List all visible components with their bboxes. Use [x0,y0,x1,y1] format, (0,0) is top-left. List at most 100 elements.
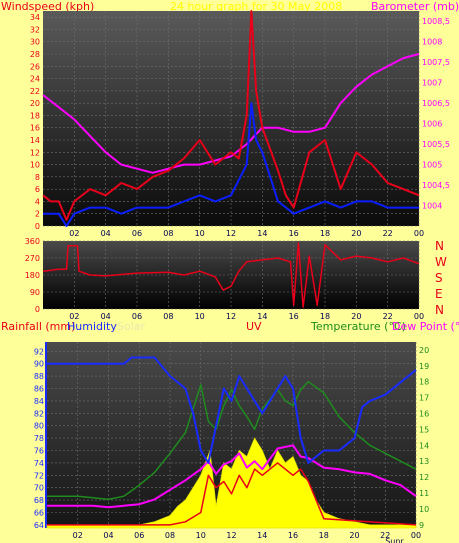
wind-ytick-label: 26 [30,62,40,71]
weather-xtick-label: 02 [73,531,83,540]
weather-ytick-label: 76 [34,447,44,456]
wind-ytick-label: 12 [30,148,40,157]
direction-xtick-label: 20 [351,312,361,321]
windspeed-axis-label: Windspeed (kph) [1,0,95,13]
wind-ytick-label: 18 [30,111,40,120]
wind-xtick-label: 22 [383,229,393,238]
wind-ytick-label: 28 [30,50,40,59]
wind-ytick-label: 10 [30,161,40,170]
windspeed-line [42,10,420,221]
weather-ytick-label: 68 [34,496,44,505]
weather-xtick-label: 10 [196,531,206,540]
weather-ytick-label: 88 [34,372,44,381]
weather-ytick-label: 64 [34,521,44,530]
weather-xtick-label: 04 [103,531,113,540]
humidity-line [47,356,417,464]
dewpoint-axis-label: Dew Point (°C [392,320,459,333]
direction-ytick-label: 90 [30,288,40,297]
direction-ytick-label: 270 [25,254,40,263]
weather-y2tick-label: 14 [419,441,429,450]
weather-ytick-label: 80 [34,422,44,431]
wind-ytick-label: 30 [30,38,40,47]
weather-ytick-label: 84 [34,397,44,406]
wind-ytick-label: 32 [30,25,40,34]
weather-xtick-label: 20 [349,531,359,540]
compass-letter-w: W [435,255,447,269]
direction-ytick-label: 180 [25,271,40,280]
weather-y2tick-label: 20 [419,346,429,355]
temperature-axis-label: Temperature (°C) [311,320,406,333]
weather-xtick-label: 12 [226,531,236,540]
weather-xtick-label: 14 [257,531,267,540]
direction-xtick-label: 04 [101,312,111,321]
weather-ytick-label: 86 [34,385,44,394]
weather-y2tick-label: 18 [419,378,429,387]
wind-xtick-label: 18 [320,229,330,238]
compass-letter-n-top: N [435,239,444,253]
wind-xtick-label: 08 [163,229,173,238]
wind-xtick-label: 04 [101,229,111,238]
direction-xtick-label: 02 [69,312,79,321]
weather-ytick-label: 78 [34,434,44,443]
weather-ytick-label: 92 [34,347,44,356]
wind-y2tick-label: 1005 [422,161,442,170]
wind-ytick-label: 6 [35,185,40,194]
wind-y2tick-label: 1004 [422,202,442,211]
temperature-line [47,380,417,501]
weather-ytick-label: 70 [34,484,44,493]
wind-y2tick-label: 1005,5 [422,140,450,149]
direction-xtick-label: 14 [257,312,267,321]
wind-xtick-label: 02 [69,229,79,238]
weather-xtick-label: 22 [380,531,390,540]
direction-xtick-label: 06 [132,312,142,321]
uv-axis-label: UV [246,320,262,333]
weather-ytick-label: 82 [34,409,44,418]
weather-y2tick-label: 19 [419,362,429,371]
solar-axis-label: Solar [117,320,146,333]
direction-ytick-label: 360 [25,237,40,246]
wind-y2tick-label: 1007,5 [422,58,450,67]
graph-title: 24 hour graph for 30 May 2008 [170,0,343,13]
weather-xtick-label: 08 [165,531,175,540]
wind-gust-line [43,102,419,227]
wind-xtick-label: 12 [226,229,236,238]
compass-letter-s: S [435,271,443,285]
wind-y2tick-label: 1007 [422,79,442,88]
weather-y2tick-label: 9 [419,521,424,530]
wind-plot-area [43,11,419,226]
wind-ytick-label: 22 [30,87,40,96]
weather-xtick-label: 06 [134,531,144,540]
direction-xtick-label: 18 [320,312,330,321]
direction-xtick-label: 12 [226,312,236,321]
weather-y2tick-label: 11 [419,489,429,498]
wind-ytick-label: 2 [35,210,40,219]
direction-xtick-label: 10 [195,312,205,321]
weather-xtick-label: 00 [411,531,421,540]
weather-y2tick-label: 16 [419,410,429,419]
wind-xtick-label: 10 [195,229,205,238]
weather-y2tick-label: 10 [419,505,429,514]
humidity-axis-label: Humidity [67,320,117,333]
wind-y2tick-label: 1006,5 [422,99,450,108]
wind-ytick-label: 4 [35,197,40,206]
wind-ytick-label: 20 [30,99,40,108]
weather-y2tick-label: 13 [419,457,429,466]
wind-ytick-label: 0 [35,222,40,231]
wind-xtick-label: 00 [414,229,424,238]
weather-ytick-label: 66 [34,509,44,518]
dewpoint-line [47,444,417,509]
weather-xtick-label: 18 [319,531,329,540]
rainfall-axis-label: Rainfall (mm) [1,320,76,333]
wind-y2tick-label: 1008 [422,38,442,47]
weather-y2tick-label: 15 [419,425,429,434]
weather-y2tick-label: 12 [419,473,429,482]
wind-direction-line [42,242,420,308]
compass-letter-e: E [435,287,443,301]
wind-ytick-label: 14 [30,136,40,145]
wind-xtick-label: 06 [132,229,142,238]
barometer-axis-label: Barometer (mb) [371,0,459,13]
wind-ytick-label: 16 [30,124,40,133]
weather-ytick-label: 90 [34,360,44,369]
wind-y2tick-label: 1004,5 [422,181,450,190]
weather-ytick-label: 72 [34,471,44,480]
